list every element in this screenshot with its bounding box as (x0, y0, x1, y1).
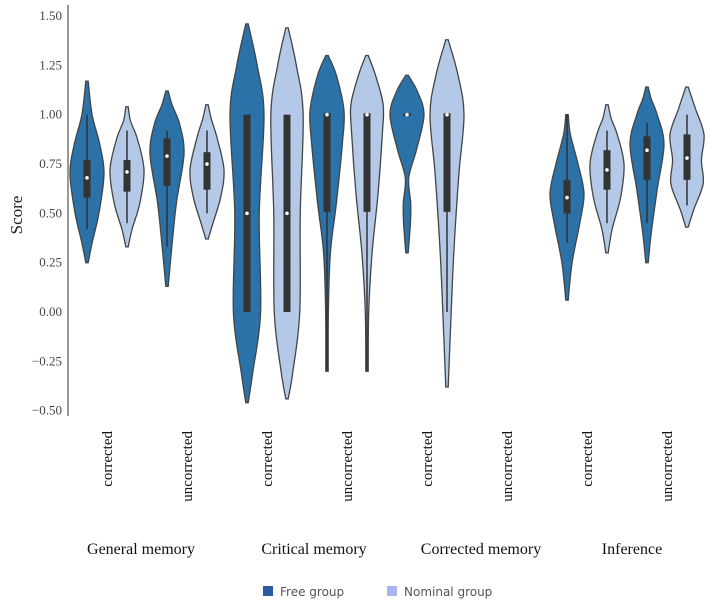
x-tick-label: corrected (100, 431, 116, 487)
legend-swatch-nominal (387, 586, 397, 596)
violin-median (445, 112, 449, 117)
x-tick-label: uncorrected (180, 431, 196, 502)
violin-median (325, 112, 329, 117)
x-category-labels: corrected uncorrected corrected uncorrected… (100, 431, 676, 502)
y-tick-label: 0.00 (39, 304, 62, 319)
y-tick-label: −0.25 (32, 353, 62, 368)
violin-nominal (349, 54, 385, 372)
legend-label-free: Free group (280, 585, 344, 599)
violin-median (405, 112, 409, 117)
x-tick-label: uncorrected (660, 431, 676, 502)
legend: Free group Nominal group (263, 585, 492, 599)
violin-iqr-box (203, 152, 211, 190)
violin-iqr-box (363, 113, 371, 212)
violin-median (565, 195, 569, 200)
x-tick-label: uncorrected (500, 431, 516, 502)
violin-nominal (589, 104, 625, 254)
y-tick-label: 0.50 (39, 205, 62, 220)
violin-free (309, 54, 345, 372)
violin-median (365, 112, 369, 117)
x-tick-label: uncorrected (340, 431, 356, 502)
violin-median (165, 154, 169, 158)
violin-iqr-box (123, 160, 131, 192)
y-ticks: 1.50 1.25 1.00 0.75 0.50 0.25 0.00 −0.25 −0.50 (32, 8, 62, 418)
y-tick-label: 0.25 (39, 255, 62, 270)
group-label: Corrected memory (421, 541, 541, 558)
legend-label-nominal: Nominal group (404, 585, 492, 599)
y-tick-label: −0.50 (32, 403, 62, 418)
y-tick-label: 0.75 (39, 156, 62, 171)
violin-median (645, 148, 649, 153)
y-tick-label: 1.50 (39, 8, 62, 23)
violin-free (229, 23, 265, 404)
violin-median (245, 211, 249, 216)
violin-nominal (669, 86, 705, 228)
violin-median (125, 170, 129, 174)
group-label: Critical memory (261, 541, 366, 558)
group-labels: General memory Critical memory Corrected m… (87, 541, 662, 558)
y-tick-label: 1.00 (39, 107, 62, 122)
x-tick-label: corrected (420, 431, 436, 487)
violin-free (629, 86, 665, 264)
violin-median (685, 156, 689, 160)
violins-layer (69, 23, 705, 404)
violin-median (85, 176, 89, 180)
violin-free (389, 74, 425, 254)
violin-iqr-box (643, 136, 651, 180)
x-tick-label: corrected (260, 431, 276, 487)
violin-body (389, 74, 425, 254)
violin-free (549, 114, 585, 301)
violin-median (285, 211, 289, 216)
violin-nominal (270, 27, 304, 400)
violin-median (605, 168, 609, 172)
violin-nominal (109, 106, 145, 248)
violin-iqr-box (163, 138, 171, 186)
y-tick-label: 1.25 (39, 57, 62, 72)
violin-free (149, 90, 185, 288)
violin-iqr-box (443, 113, 451, 212)
violin-iqr-box (323, 113, 331, 212)
x-tick-label: corrected (580, 431, 596, 487)
violin-median (205, 162, 209, 166)
legend-swatch-free (263, 586, 273, 596)
group-label: General memory (87, 541, 195, 558)
y-axis-label: Score (7, 196, 26, 235)
violin-nominal (189, 104, 225, 240)
violin-free (69, 80, 105, 264)
group-label: Inference (602, 541, 662, 558)
violin-nominal (429, 39, 465, 388)
